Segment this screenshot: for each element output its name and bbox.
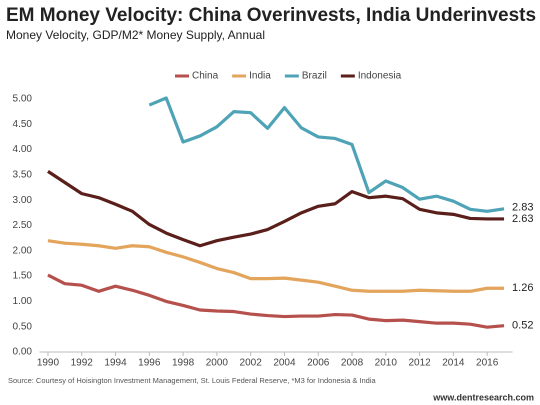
x-tick-label: 2016 <box>476 358 499 369</box>
x-tick-label: 1996 <box>138 358 161 369</box>
series-line <box>47 273 505 329</box>
legend-label: Indonesia <box>358 71 402 82</box>
x-tick-label: 2010 <box>375 358 398 369</box>
legend-label: China <box>192 71 219 82</box>
x-tick-label: 2002 <box>240 358 263 369</box>
legend-label: India <box>249 71 271 82</box>
x-tick-label: 2004 <box>273 358 296 369</box>
x-tick-label: 1990 <box>37 358 60 369</box>
y-tick-label: 3.50 <box>13 170 33 181</box>
y-tick-label: 0.50 <box>13 321 33 332</box>
chart-subtitle: Money Velocity, GDP/M2* Money Supply, An… <box>6 28 265 42</box>
series-line <box>47 170 505 248</box>
x-tick-label: 1994 <box>104 358 127 369</box>
x-tick-label: 2008 <box>341 358 364 369</box>
chart-title: EM Money Velocity: China Overinvests, In… <box>6 5 536 26</box>
end-value-label: 2.63 <box>512 213 533 225</box>
y-tick-label: 3.00 <box>13 195 33 206</box>
series-line <box>148 96 505 213</box>
x-tick-label: 1992 <box>71 358 94 369</box>
y-tick-label: 1.00 <box>13 296 33 307</box>
y-tick-label: 4.00 <box>13 144 33 155</box>
end-value-label: 0.52 <box>512 320 533 332</box>
series-line <box>47 239 505 293</box>
source-note: Source: Courtesy of Hoisington Investmen… <box>8 376 377 385</box>
y-tick-label: 2.50 <box>13 220 33 231</box>
y-tick-label: 1.50 <box>13 271 33 282</box>
x-tick-label: 2006 <box>307 358 330 369</box>
end-value-label: 2.83 <box>512 202 533 214</box>
x-tick-label: 1998 <box>172 358 195 369</box>
legend-label: Brazil <box>302 71 327 82</box>
y-tick-label: 2.00 <box>13 245 33 256</box>
y-tick-label: 4.50 <box>13 119 33 130</box>
x-tick-label: 2014 <box>442 358 465 369</box>
y-tick-label: 5.00 <box>13 94 33 105</box>
x-tick-label: 2000 <box>206 358 229 369</box>
x-tick-label: 2012 <box>408 358 431 369</box>
end-value-label: 1.26 <box>512 282 533 294</box>
website: www.dentresearch.com <box>432 392 534 402</box>
y-tick-label: 0.00 <box>13 347 33 358</box>
